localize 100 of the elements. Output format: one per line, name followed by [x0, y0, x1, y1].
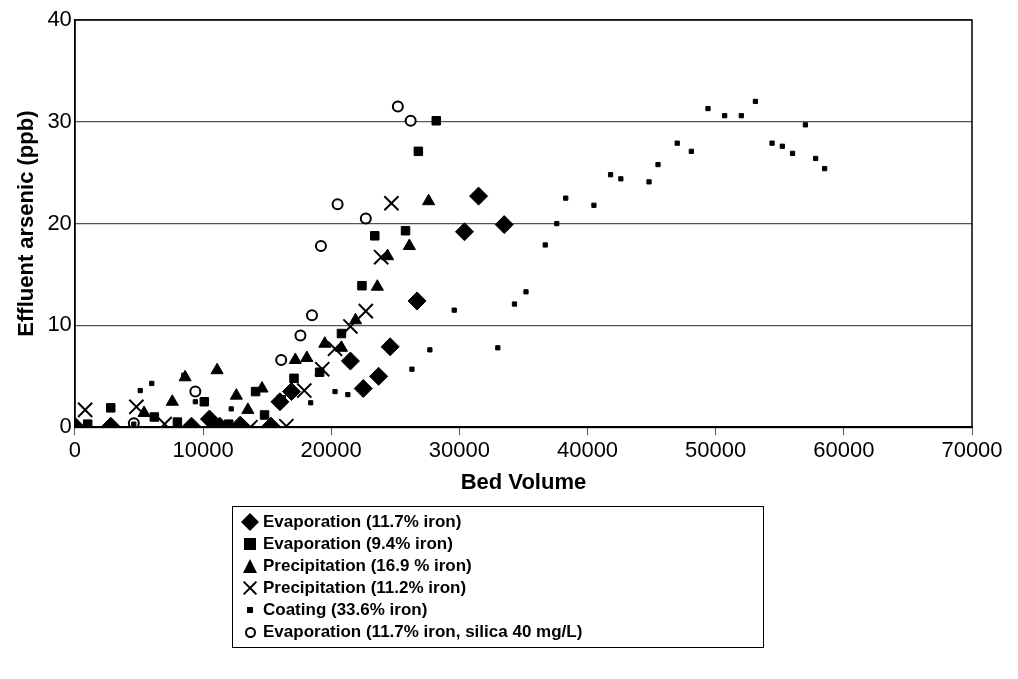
point: [340, 351, 360, 371]
point: [646, 179, 652, 185]
point: [318, 336, 332, 348]
point: [591, 202, 597, 208]
point: [607, 172, 614, 178]
point: [722, 113, 728, 119]
point: [413, 146, 424, 157]
point: [422, 193, 436, 206]
point: [381, 248, 395, 261]
point: [674, 140, 680, 146]
point: [391, 100, 404, 113]
point: [332, 388, 338, 395]
point: [314, 361, 331, 378]
point: [769, 140, 775, 146]
point: [370, 279, 384, 291]
point: [192, 399, 198, 405]
point: [342, 318, 359, 335]
point: [106, 403, 116, 413]
legend-label: Precipitation (16.9 % iron): [263, 556, 472, 576]
point: [802, 122, 809, 128]
point: [308, 400, 314, 406]
point: [495, 345, 501, 351]
point: [369, 366, 389, 386]
point: [494, 215, 514, 235]
point: [149, 412, 160, 422]
x-tick-label: 10000: [172, 437, 234, 463]
point: [427, 347, 433, 353]
point: [296, 382, 313, 399]
point: [554, 220, 560, 227]
point: [294, 329, 307, 342]
point: [542, 242, 548, 248]
point: [345, 392, 351, 398]
point: [383, 195, 400, 212]
point: [373, 249, 390, 266]
point: [288, 352, 302, 365]
x-tick-label: 20000: [300, 437, 362, 463]
y-tick-label: 30: [47, 107, 72, 133]
point: [353, 379, 373, 399]
point: [331, 198, 344, 211]
point: [305, 309, 318, 322]
x-tick-label: 40000: [556, 437, 619, 463]
point: [137, 387, 143, 394]
point: [334, 340, 349, 352]
point: [407, 291, 427, 311]
point: [359, 212, 372, 225]
point: [431, 116, 442, 126]
point: [149, 380, 155, 387]
x-tick-label: 60000: [813, 437, 875, 463]
legend-label: Coating (33.6% iron): [263, 600, 428, 620]
point: [77, 401, 94, 418]
point: [409, 366, 415, 372]
point: [210, 362, 224, 375]
point: [779, 143, 785, 149]
point: [281, 382, 301, 402]
legend-label: Evaporation (9.4% iron): [263, 534, 453, 554]
point: [326, 340, 344, 357]
point: [137, 405, 151, 417]
point: [165, 394, 179, 406]
point: [357, 280, 367, 291]
point: [250, 386, 261, 397]
point: [821, 166, 828, 172]
point: [402, 238, 416, 250]
point: [563, 195, 569, 201]
point: [172, 417, 183, 427]
point: [370, 231, 380, 241]
point: [618, 176, 624, 182]
y-tick-label: 20: [47, 209, 72, 235]
point: [469, 186, 489, 206]
point: [128, 398, 145, 415]
x-tick-label: 30000: [428, 437, 490, 463]
point: [404, 114, 417, 127]
point: [348, 312, 363, 325]
x-tick-label: 50000: [685, 437, 747, 463]
point: [229, 388, 243, 400]
point: [300, 350, 314, 362]
y-axis-title: Effluent arsenic (ppb): [13, 110, 39, 337]
point: [259, 410, 270, 420]
point: [314, 367, 325, 377]
point: [813, 155, 819, 162]
point: [752, 98, 759, 105]
point: [789, 150, 796, 156]
point: [511, 301, 518, 307]
legend-label: Precipitation (11.2% iron): [263, 578, 467, 598]
y-tick-label: 10: [47, 311, 72, 337]
point: [451, 307, 457, 313]
point: [289, 373, 299, 384]
point: [655, 161, 661, 168]
point: [400, 225, 411, 236]
point: [314, 240, 327, 252]
point: [523, 289, 529, 295]
point: [275, 354, 288, 367]
point: [380, 337, 400, 357]
point: [454, 222, 474, 242]
point: [189, 385, 202, 398]
point: [228, 406, 234, 412]
legend-label: Evaporation (11.7% iron): [263, 512, 462, 532]
x-axis-title: Bed Volume: [460, 468, 587, 494]
point: [270, 392, 290, 412]
x-tick-label: 70000: [941, 437, 1003, 463]
point: [178, 369, 192, 382]
